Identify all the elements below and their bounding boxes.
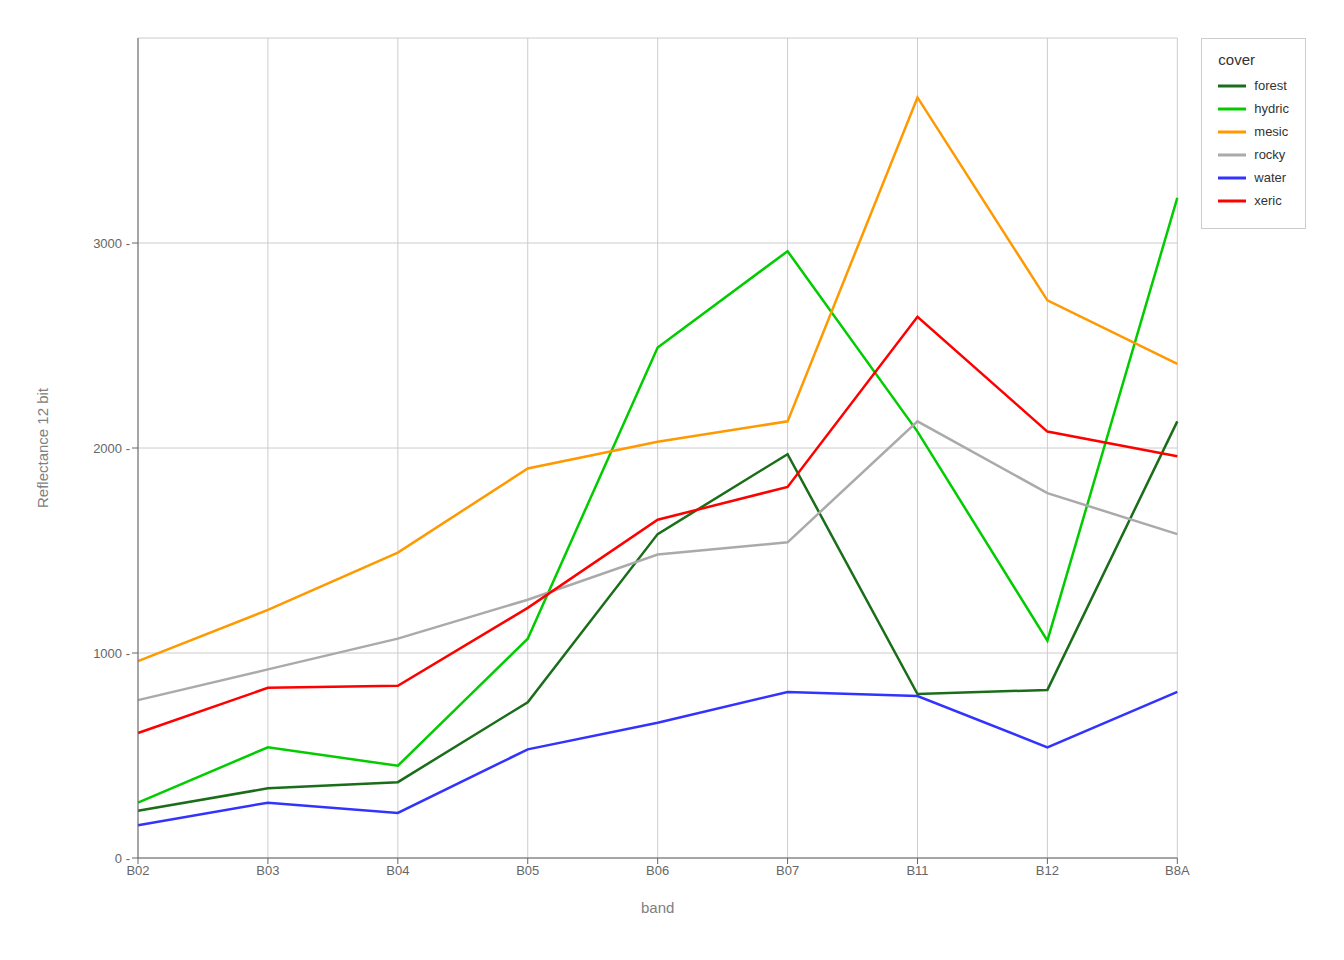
svg-text:1000 -: 1000 -: [93, 646, 130, 661]
svg-text:3000 -: 3000 -: [93, 236, 130, 251]
html-text:hydric: hydric: [1254, 101, 1289, 116]
html-text:cover: cover: [1218, 51, 1255, 68]
html-text:xeric: xeric: [1254, 193, 1282, 208]
html-text:mesic: mesic: [1254, 124, 1289, 139]
svg-text:B05: B05: [516, 863, 539, 878]
svg-text:band: band: [641, 899, 674, 916]
svg-text:B03: B03: [256, 863, 279, 878]
html-text:rocky: rocky: [1254, 147, 1286, 162]
html-text:forest: forest: [1254, 78, 1287, 93]
svg-text:B12: B12: [1036, 863, 1059, 878]
svg-text:B06: B06: [646, 863, 669, 878]
svg-text:2000 -: 2000 -: [93, 441, 130, 456]
svg-text:B02: B02: [126, 863, 150, 879]
html-text:water: water: [1254, 170, 1287, 185]
svg-text:B11: B11: [906, 863, 928, 878]
svg-text:B07: B07: [776, 863, 799, 878]
svg-text:B8A: B8A: [1165, 863, 1190, 878]
svg-text:B04: B04: [386, 863, 409, 878]
svg-text:Reflectance 12 bit: Reflectance 12 bit: [34, 387, 51, 508]
svg-text:0 -: 0 -: [115, 851, 130, 866]
